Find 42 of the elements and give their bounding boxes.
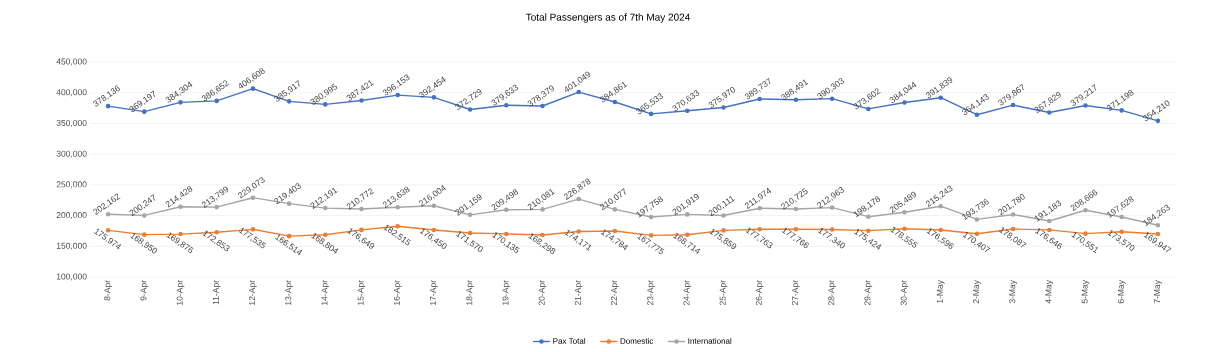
x-tick-label: 8-Apr	[104, 280, 112, 301]
y-tick-label: 100,000	[56, 273, 87, 281]
y-tick-label: 300,000	[56, 150, 87, 158]
x-tick-label: 28-Apr	[828, 280, 836, 306]
x-tick-label: 9-Apr	[140, 280, 149, 301]
x-tick-label: 23-Apr	[647, 280, 655, 306]
x-tick-label: 20-Apr	[538, 280, 547, 306]
x-tick-label: 10-Apr	[176, 280, 185, 305]
x-tick-label: 26-Apr	[755, 280, 764, 306]
x-tick-label: 21-Apr	[574, 280, 583, 306]
x-tick-label: 16-Apr	[393, 280, 402, 305]
y-tick-label: 350,000	[56, 119, 87, 127]
x-tick-label: 29-Apr	[864, 280, 873, 306]
x-tick-label: 17-Apr	[430, 280, 438, 305]
y-tick-label: 450,000	[56, 58, 87, 66]
x-tick-label: 4-May	[1045, 280, 1054, 304]
y-tick-label: 200,000	[56, 212, 87, 220]
legend-label: Domestic	[620, 337, 654, 344]
y-tick-label: 400,000	[56, 89, 87, 97]
x-tick-label: 11-Apr	[212, 280, 221, 305]
x-tick-label: 19-Apr	[502, 280, 511, 305]
x-tick-label: 7-May	[1154, 280, 1162, 304]
legend-label: International	[688, 337, 732, 344]
x-tick-label: 14-Apr	[321, 280, 330, 305]
x-tick-label: 30-Apr	[900, 280, 909, 306]
x-tick-label: 6-May	[1117, 280, 1126, 304]
x-tick-label: 1-May	[936, 280, 945, 304]
x-tick-label: 2-May	[973, 280, 981, 304]
x-tick-label: 3-May	[1009, 280, 1017, 304]
x-tick-label: 22-Apr	[611, 280, 619, 306]
legend-label: Pax Total	[553, 337, 586, 344]
x-tick-label: 12-Apr	[249, 280, 257, 305]
x-tick-label: 27-Apr	[792, 280, 800, 306]
x-tick-label: 15-Apr	[357, 280, 366, 305]
x-tick-label: 18-Apr	[466, 280, 474, 305]
x-tick-label: 24-Apr	[683, 280, 692, 306]
chart-title: Total Passengers as of 7th May 2024	[525, 13, 690, 23]
x-tick-label: 5-May	[1081, 280, 1090, 304]
x-tick-label: 25-Apr	[719, 280, 728, 306]
x-tick-label: 13-Apr	[285, 280, 293, 305]
y-tick-label: 250,000	[56, 181, 87, 189]
y-tick-label: 150,000	[56, 242, 87, 250]
